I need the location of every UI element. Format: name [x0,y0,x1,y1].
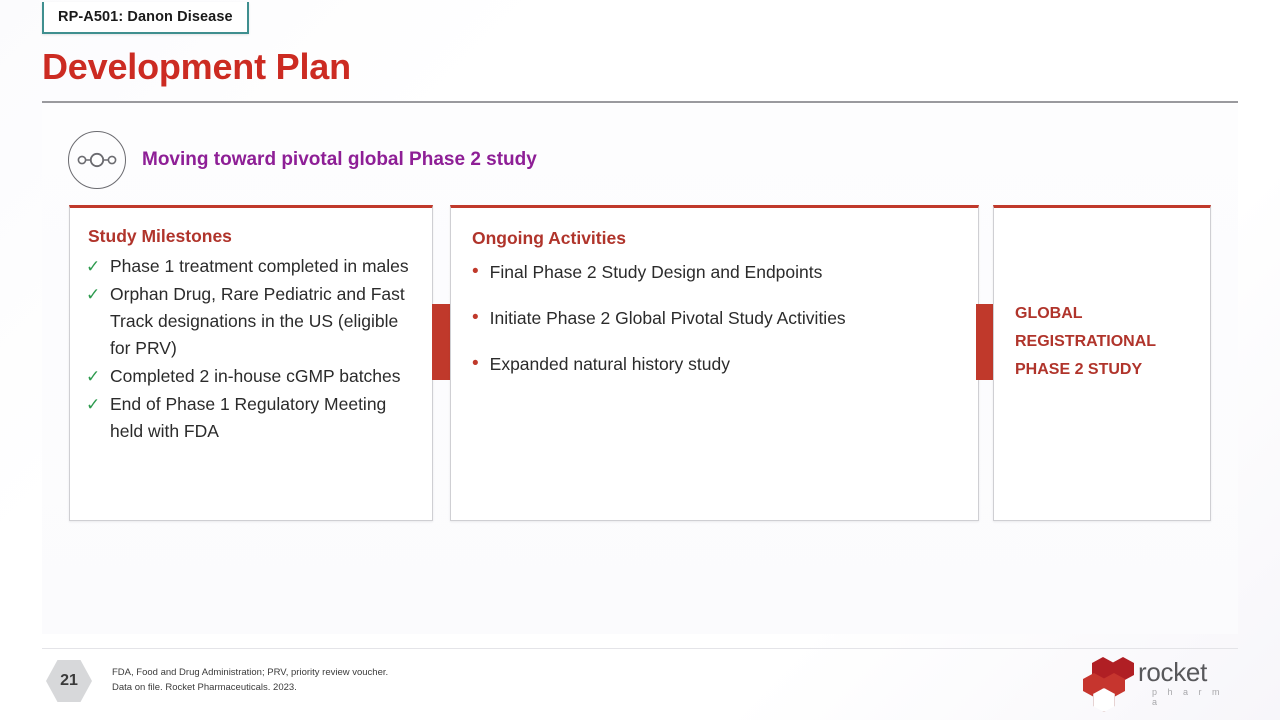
check-icon: ✓ [86,257,101,276]
subheading-text: Moving toward pivotal global Phase 2 stu… [142,149,537,170]
panel-title-study-milestones: Study Milestones [88,226,232,246]
bullet-icon: • [472,353,479,374]
list-item: • Initiate Phase 2 Global Pivotal Study … [472,305,966,331]
list-item-text: Orphan Drug, Rare Pediatric and Fast Tra… [110,284,405,358]
check-icon: ✓ [86,367,101,386]
panel-study-milestones: Study Milestones ✓ Phase 1 treatment com… [69,205,433,521]
list-item: • Expanded natural history study [472,351,966,377]
logo-tagline: p h a r m a [1152,687,1224,707]
program-badge-label: RP-A501: Danon Disease [58,9,233,25]
list-item-text: Initiate Phase 2 Global Pivotal Study Ac… [489,308,846,328]
title-divider [42,101,1238,103]
list-item-text: Expanded natural history study [489,354,730,374]
study-milestones-list: ✓ Phase 1 treatment completed in males ✓… [70,253,432,445]
ongoing-activities-list: • Final Phase 2 Study Design and Endpoin… [451,259,978,377]
hexagon-icon [1093,688,1115,712]
subheading-row: Moving toward pivotal global Phase 2 stu… [68,131,537,189]
list-item-text: Final Phase 2 Study Design and Endpoints [489,262,823,282]
page-number: 21 [60,672,78,689]
rocket-pharma-logo: rocket p h a r m a [1083,655,1224,712]
list-item-text: End of Phase 1 Regulatory Meeting held w… [110,394,387,441]
list-item: • Final Phase 2 Study Design and Endpoin… [472,259,966,285]
panel-ongoing-activities: Ongoing Activities • Final Phase 2 Study… [450,205,979,521]
list-item: ✓ Orphan Drug, Rare Pediatric and Fast T… [86,281,422,362]
page-number-badge: 21 [46,660,92,702]
footnote-line-1: FDA, Food and Drug Administration; PRV, … [112,667,389,678]
network-nodes-icon [68,131,126,189]
check-icon: ✓ [86,395,101,414]
hexagon-cluster-icon [1083,657,1140,712]
list-item: ✓ Phase 1 treatment completed in males [86,253,422,280]
footer-divider [42,648,1238,649]
list-item-text: Phase 1 treatment completed in males [110,256,409,276]
list-item: ✓ End of Phase 1 Regulatory Meeting held… [86,391,422,445]
check-icon: ✓ [86,285,101,304]
logo-wordmark: rocket [1138,657,1208,687]
page-title: Development Plan [42,46,351,87]
footnote-line-2: Data on file. Rocket Pharmaceuticals. 20… [112,682,297,693]
panel-global-registrational-study: GLOBAL REGISTRATIONAL PHASE 2 STUDY [993,205,1211,521]
panel-title-ongoing-activities: Ongoing Activities [472,228,626,248]
panel-outcome-text: GLOBAL REGISTRATIONAL PHASE 2 STUDY [1015,305,1156,378]
list-item-text: Completed 2 in-house cGMP batches [110,366,401,386]
bullet-icon: • [472,307,479,328]
program-badge[interactable]: RP-A501: Danon Disease [42,2,249,34]
list-item: ✓ Completed 2 in-house cGMP batches [86,363,422,390]
bullet-icon: • [472,261,479,282]
footnotes: FDA, Food and Drug Administration; PRV, … [112,665,388,695]
